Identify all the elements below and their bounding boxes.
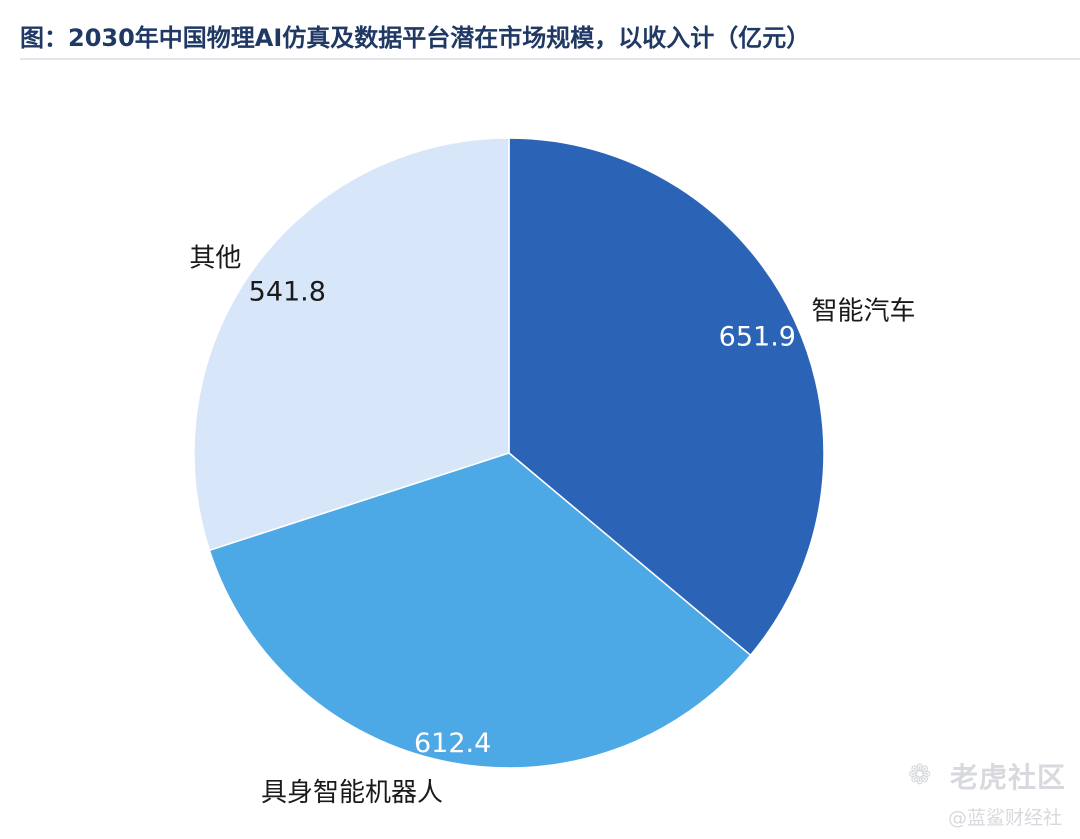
pie-slice (193, 137, 510, 552)
pie-slice (508, 137, 825, 657)
chart-title: 图：2030年中国物理AI仿真及数据平台潜在市场规模，以收入计（亿元） (20, 24, 811, 52)
slice-value-label: 612.4 (414, 728, 491, 759)
tiger-brand-icon: ❁ (908, 758, 932, 791)
watermark-title: 老虎社区 (950, 761, 1067, 794)
slice-value-label: 541.8 (249, 276, 326, 307)
slice-value-label: 651.9 (719, 322, 796, 353)
pie-slice (208, 452, 752, 769)
slice-category-label: 具身智能机器人 (261, 778, 443, 808)
slice-category-label: 其他 (189, 244, 241, 274)
title-divider (20, 58, 1080, 60)
watermark-subtitle: @蓝鲨财经社 (948, 807, 1063, 829)
slice-category-label: 智能汽车 (812, 297, 916, 327)
